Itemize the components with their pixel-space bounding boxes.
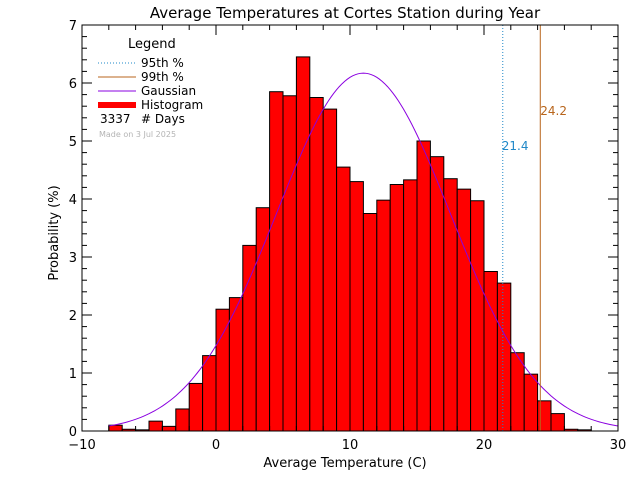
histogram-bar (202, 355, 217, 432)
histogram-bar (148, 420, 163, 432)
y-tick-label: 1 (69, 367, 77, 382)
histogram-bar (336, 166, 351, 432)
y-tick-label: 2 (69, 309, 77, 324)
histogram-bar (403, 179, 418, 432)
y-tick-label: 6 (69, 77, 77, 92)
legend-days-count: 3337 (100, 112, 131, 126)
y-tick-label: 5 (69, 135, 77, 150)
histogram-bar (322, 108, 338, 432)
y-axis-label: Probability (%) (47, 185, 62, 280)
histogram-bar (496, 282, 512, 432)
x-tick-label: 30 (610, 438, 627, 453)
percentile-99-label: 24.2 (540, 104, 567, 118)
histogram-bar (255, 207, 271, 432)
histogram-bar (295, 56, 311, 432)
histogram-bar (510, 352, 525, 432)
histogram-bar (269, 91, 284, 432)
percentile-95-label: 21.4 (502, 139, 529, 153)
y-tick-label: 3 (69, 251, 77, 266)
legend-title: Legend (128, 37, 176, 52)
histogram-bar (470, 200, 485, 432)
legend-label-99th: 99th % (141, 70, 184, 84)
histogram-bar (483, 271, 498, 432)
x-tick-label: −10 (68, 438, 95, 453)
histogram-bar (362, 213, 378, 432)
y-tick-label: 0 (69, 425, 77, 440)
x-tick-label: 20 (476, 438, 493, 453)
y-tick-label: 7 (69, 19, 77, 34)
histogram-bar (349, 181, 364, 432)
histogram-bar (188, 382, 204, 432)
histogram-bars (108, 56, 592, 432)
percentile-lines: 21.4 24.2 (502, 25, 567, 431)
x-axis-label: Average Temperature (C) (263, 456, 426, 471)
legend-label-95th: 95th % (141, 56, 184, 70)
histogram-bar (389, 184, 405, 432)
histogram-bar (376, 199, 391, 432)
histogram-bar (523, 373, 539, 432)
histogram-bar (537, 400, 552, 432)
legend-days-label: # Days (141, 112, 185, 126)
gaussian-curve (108, 72, 619, 427)
x-tick-label: 0 (212, 438, 220, 453)
histogram-bar (161, 425, 177, 432)
histogram-bar (416, 140, 431, 432)
gaussian-layer (108, 72, 619, 427)
histogram-bar (429, 156, 445, 432)
histogram-bar (242, 244, 257, 432)
legend-label-gaussian: Gaussian (141, 84, 196, 98)
histogram-bar (215, 308, 230, 432)
legend-made-on: Made on 3 Jul 2025 (99, 130, 176, 139)
chart-title: Average Temperatures at Cortes Station d… (150, 4, 541, 22)
y-tick-label: 4 (69, 193, 77, 208)
legend-label-histogram: Histogram (141, 98, 203, 112)
histogram-bar (309, 97, 324, 432)
histogram-bar (443, 178, 458, 432)
x-tick-label: 10 (342, 438, 359, 453)
histogram-bar (456, 188, 472, 432)
histogram-bar (175, 408, 190, 432)
legend: Legend 95th % 99th % Gaussian Histogram … (98, 37, 203, 139)
histogram-bar (550, 413, 565, 432)
histogram-bar (282, 95, 297, 432)
